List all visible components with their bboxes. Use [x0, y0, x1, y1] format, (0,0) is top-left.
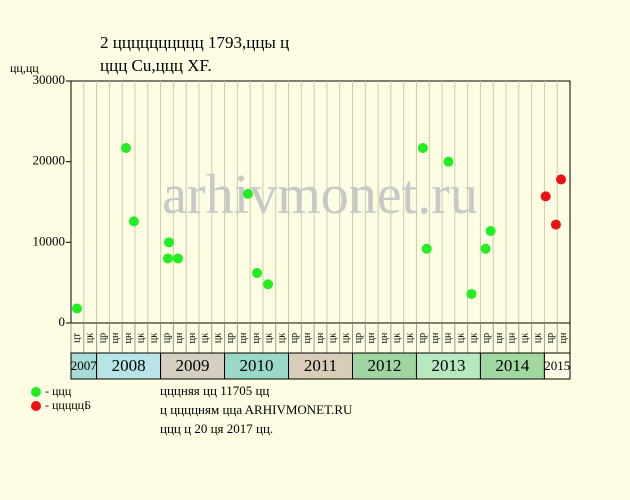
data-point — [72, 303, 83, 314]
legend-label: - цццццБ — [45, 398, 91, 412]
plot-area — [70, 80, 571, 324]
data-point — [172, 253, 183, 264]
data-point — [162, 253, 173, 264]
x-tick-label: цн — [507, 332, 518, 343]
x-tick-label: цк — [456, 333, 467, 343]
data-point — [263, 279, 274, 290]
x-tick-label: цк — [84, 333, 95, 343]
year-box — [415, 352, 481, 380]
x-tick-label: цр — [225, 333, 236, 343]
x-tick-label: цн — [187, 332, 198, 343]
data-point — [121, 142, 132, 153]
x-tick-label: цр — [97, 333, 108, 343]
data-point — [556, 174, 567, 185]
year-label: 2008 — [112, 356, 146, 375]
x-tick-label: цк — [276, 333, 287, 343]
year-label: 2015 — [544, 358, 570, 373]
y-tick-label: 0 — [59, 314, 66, 329]
legend-marker — [31, 387, 41, 397]
x-tick-label: цн — [379, 332, 390, 343]
x-tick-label: цк — [520, 333, 531, 343]
watermark: arhivmonet.ru — [162, 164, 478, 226]
x-tick-label: цк — [392, 333, 403, 343]
legend-label: - ццц — [45, 384, 72, 398]
x-tick-label: цр — [545, 333, 556, 343]
year-label: 2013 — [431, 356, 465, 375]
data-point — [252, 267, 263, 278]
data-point — [417, 142, 428, 153]
x-tick-label: цн — [430, 332, 441, 343]
x-tick-label: цк — [404, 333, 415, 343]
x-tick-label: цр — [161, 333, 172, 343]
chart-title: 2 цццццццццц 1793,ццы ц — [100, 33, 289, 52]
year-box — [224, 352, 290, 380]
data-point — [242, 188, 253, 199]
year-box — [479, 352, 545, 380]
x-tick-label: цн — [238, 332, 249, 343]
data-point — [443, 156, 454, 167]
x-tick-label: цн — [443, 332, 454, 343]
year-box — [543, 352, 571, 380]
x-tick-label: цк — [468, 333, 479, 343]
x-tick-label: цр — [481, 333, 492, 343]
note: цццняя цц 11705 цц — [160, 383, 269, 398]
x-tick-label: цк — [136, 333, 147, 343]
x-tick-label: цк — [264, 333, 275, 343]
x-tick-label: цр — [289, 333, 300, 343]
year-label: 2009 — [176, 356, 210, 375]
x-tick-label: цт — [72, 333, 83, 343]
data-point — [164, 237, 175, 248]
y-axis-label: цц,цц — [10, 61, 39, 75]
x-tick-label: цн — [251, 332, 262, 343]
data-point — [466, 288, 477, 299]
x-tick-label: цк — [148, 333, 159, 343]
note: ц ццццням ццa ARHIVMONET.RU — [160, 402, 353, 417]
data-point — [540, 191, 551, 202]
year-label: 2012 — [367, 356, 401, 375]
data-point — [128, 216, 139, 227]
x-tick-label: цк — [212, 333, 223, 343]
note: ццц ц 20 ця 2017 цц. — [160, 421, 273, 436]
x-tick-label: цн — [110, 332, 121, 343]
year-label: 2011 — [304, 356, 337, 375]
year-box — [160, 352, 226, 380]
x-tick-label: цн — [558, 332, 569, 343]
x-tick-label: цн — [302, 332, 313, 343]
x-tick-label: цк — [200, 333, 211, 343]
year-box — [288, 352, 353, 380]
data-point — [421, 243, 432, 254]
year-label: 2014 — [495, 356, 530, 375]
x-tick-label: цн — [494, 332, 505, 343]
data-point — [485, 226, 496, 237]
y-tick-label: 30000 — [33, 72, 66, 87]
x-tick-label: цр — [353, 333, 364, 343]
chart-title: ццц Cu,ццц XF. — [100, 56, 212, 75]
x-tick-label: цк — [532, 333, 543, 343]
x-tick-label: цк — [328, 333, 339, 343]
y-tick-label: 10000 — [33, 233, 66, 248]
y-tick-label: 20000 — [33, 153, 66, 168]
data-point — [480, 243, 491, 254]
x-tick-label: цн — [123, 332, 134, 343]
year-box — [96, 352, 162, 380]
year-box — [351, 352, 417, 380]
x-tick-label: цк — [340, 333, 351, 343]
x-tick-label: цн — [315, 332, 326, 343]
data-point — [550, 219, 561, 230]
year-label: 2007 — [71, 358, 98, 373]
x-tick-label: цн — [366, 332, 377, 343]
x-tick-label: цн — [174, 332, 185, 343]
legend-marker — [31, 401, 41, 411]
year-label: 2010 — [240, 356, 274, 375]
x-tick-label: цр — [417, 333, 428, 343]
